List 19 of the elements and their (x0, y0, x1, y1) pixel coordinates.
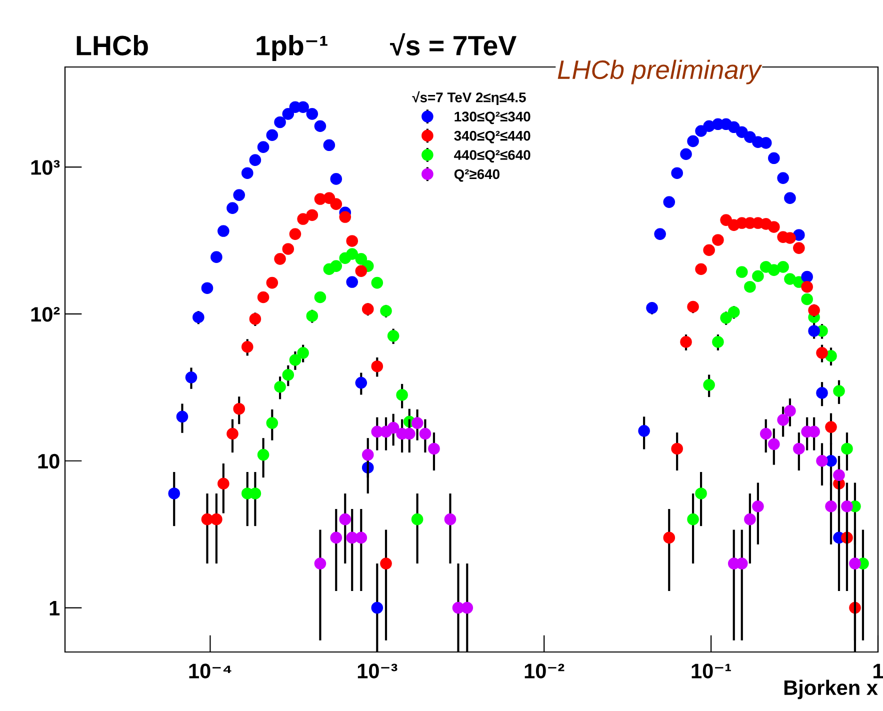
legend-label: 340≤Q²≤440 (454, 130, 530, 144)
annotation: LHCb preliminary (558, 60, 762, 84)
y-tick-label: 10³ (31, 160, 60, 175)
legend-label: 440≤Q²≤640 (454, 150, 530, 163)
x-tick-label: 10⁻² (524, 664, 564, 678)
y-tick-label: 1 (50, 600, 60, 616)
chart-title: LHCb (76, 35, 148, 56)
y-tick-label: 10² (31, 306, 60, 322)
x-tick-label: 10⁻³ (358, 664, 398, 678)
legend-label: 130≤Q²≤340 (454, 112, 530, 124)
text: 1pb⁻¹ (256, 35, 328, 61)
x-tick-label: 10⁻⁴ (189, 664, 232, 678)
legend-label: Q²≥640 (454, 169, 500, 182)
text: √s = 7TeV (390, 33, 517, 56)
y-tick-label: 10 (38, 454, 60, 469)
x-tick-label: 10⁻¹ (692, 664, 731, 678)
legend-title: √s=7 TeV 2≤η≤4.5 (412, 91, 526, 106)
x-tick-label: 1 (874, 664, 883, 678)
x-axis-title: Bjorken x (784, 680, 878, 700)
